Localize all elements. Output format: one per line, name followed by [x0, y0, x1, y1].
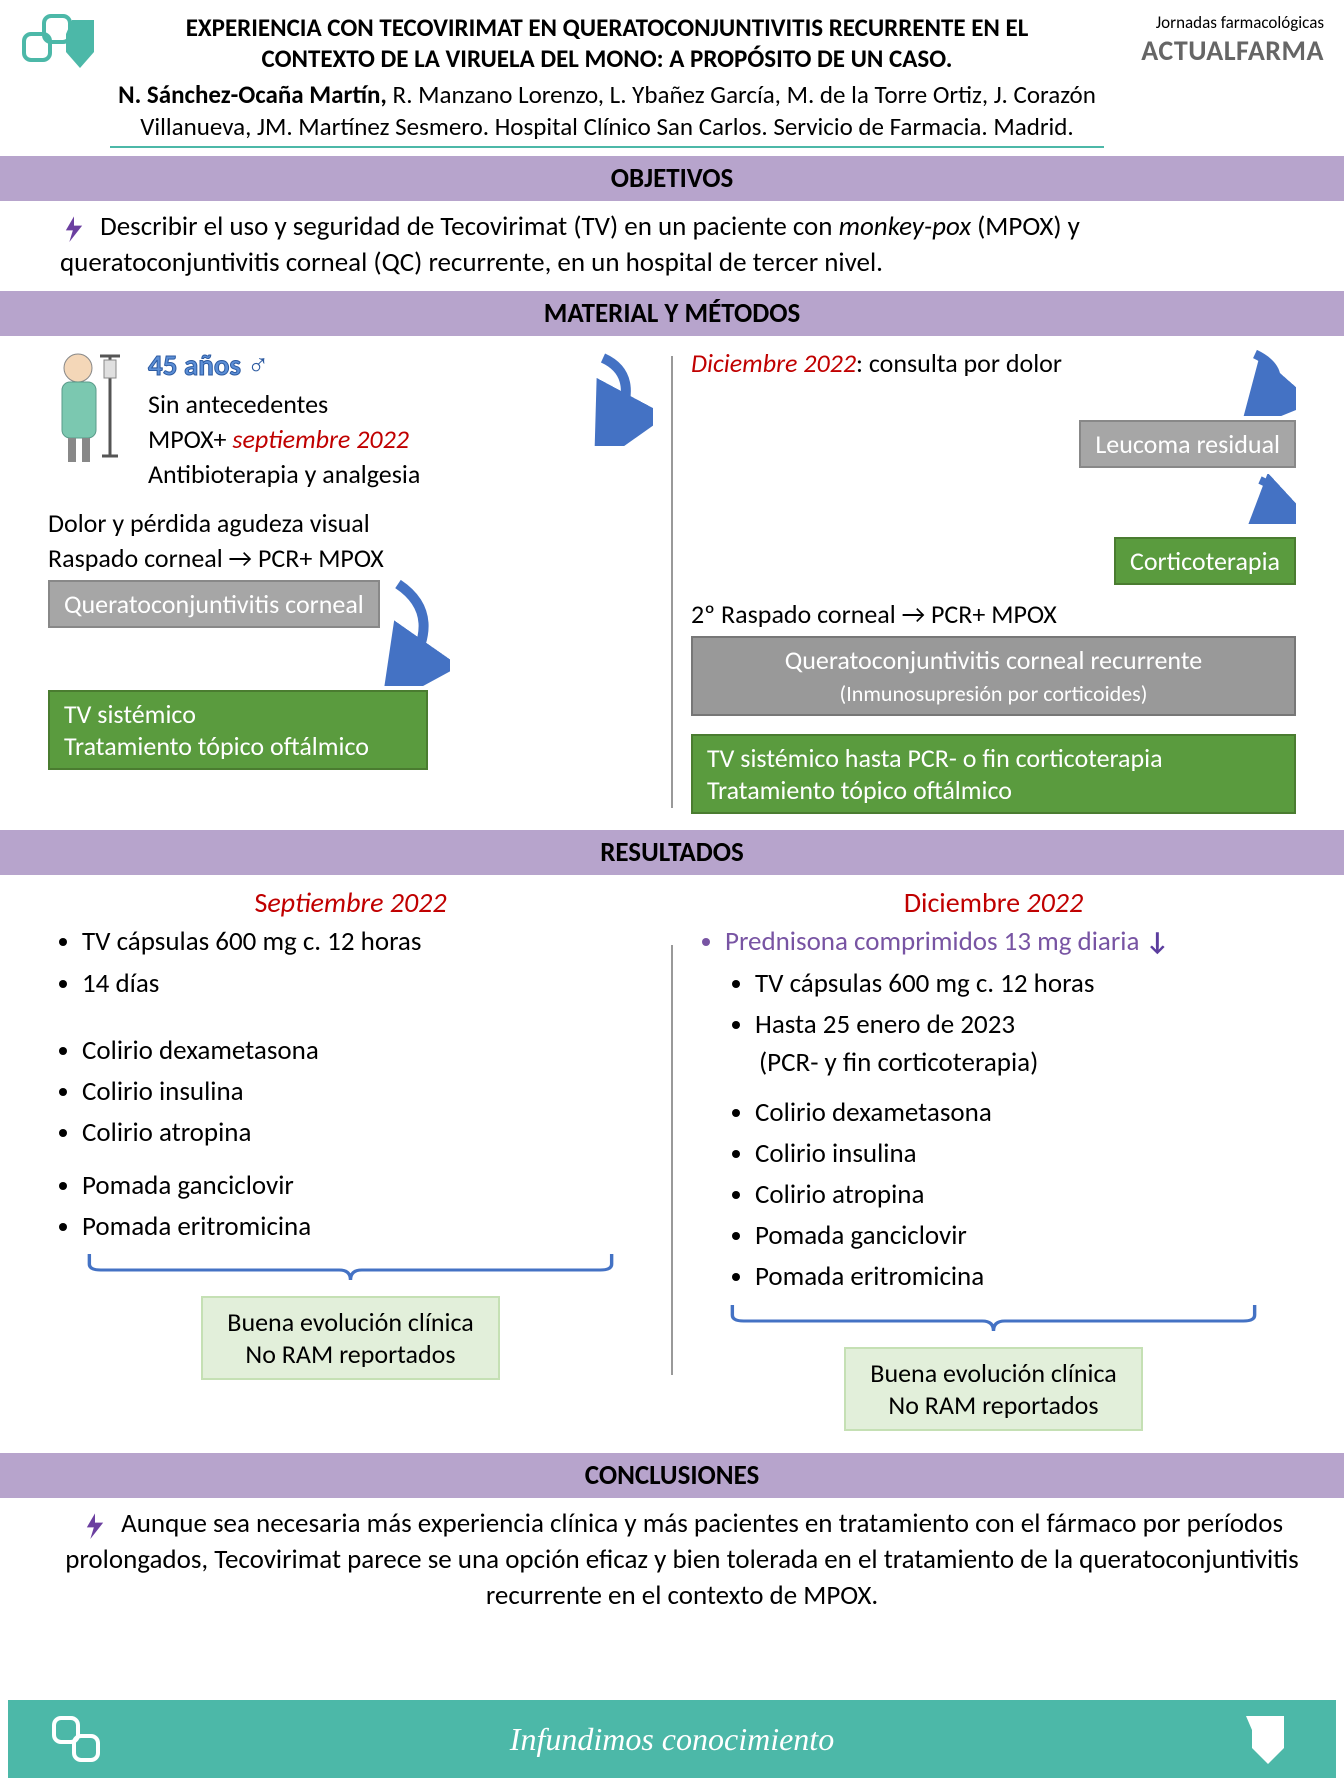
list-item: Colirio insulina	[755, 1134, 1296, 1173]
rl-out1: Buena evolución clínica	[227, 1306, 473, 1338]
footer-logo-left-icon	[48, 1712, 118, 1767]
bolt-icon	[81, 1511, 109, 1539]
section-material: MATERIAL Y MÉTODOS	[0, 291, 1344, 336]
list-item: Colirio dexametasona	[82, 1031, 653, 1070]
mr-box1: Leucoma residual	[1079, 420, 1296, 468]
male-icon: ♂	[247, 347, 270, 384]
rl-group3: Pomada ganciclovir Pomada eritromicina	[48, 1166, 653, 1246]
resultados-right: Diciembre 2022 Prednisona comprimidos 13…	[673, 885, 1314, 1434]
patient-age: 45 años	[148, 347, 241, 383]
ml-l4: Dolor y pérdida agudeza visual	[48, 507, 370, 539]
logo-icon	[20, 12, 100, 72]
ml-l5: Raspado corneal → PCR+ MPOX	[48, 542, 384, 574]
section-conclusiones: CONCLUSIONES	[0, 1453, 1344, 1498]
patient-icon	[48, 346, 138, 466]
list-item: Pomada ganciclovir	[755, 1216, 1296, 1255]
footer-logo-right-icon	[1226, 1712, 1296, 1767]
ml-l1: Sin antecedentes	[148, 388, 328, 420]
mr-box4b: Tratamiento tópico oftálmico	[707, 774, 1012, 806]
arrow-icon	[583, 346, 653, 436]
rl-out2: No RAM reportados	[245, 1338, 455, 1370]
ml-box2: TV sistémico Tratamiento tópico oftálmic…	[48, 690, 428, 770]
arrow-icon	[1246, 474, 1296, 531]
section-objetivos: OBJETIVOS	[0, 156, 1344, 201]
rr-out1: Buena evolución clínica	[870, 1357, 1116, 1389]
mr-box3b: (Inmunosupresión por corticoides)	[840, 680, 1148, 707]
list-item: Prednisona comprimidos 13 mg diaria ↓	[725, 922, 1296, 961]
rl-h-a: S	[254, 885, 267, 920]
brand-small: Jornadas farmacológicas	[1104, 12, 1324, 33]
mr-l1b: : consulta por dolor	[856, 347, 1062, 379]
bolt-icon	[60, 214, 88, 242]
title-line2: CONTEXTO DE LA VIRUELA DEL MONO: A PROPÓ…	[110, 43, 1104, 74]
conclusiones-content: Aunque sea necesaria más experiencia clí…	[0, 1498, 1344, 1623]
ml-l2a: MPOX+	[148, 423, 232, 455]
rr-pred-text: Prednisona comprimidos 13 mg diaria	[725, 925, 1139, 958]
author-lead: N. Sánchez-Ocaña Martín,	[118, 79, 387, 110]
ml-box1: Queratoconjuntivitis corneal	[48, 580, 380, 628]
list-item: Pomada ganciclovir	[82, 1166, 653, 1205]
list-item: Hasta 25 enero de 2023	[755, 1005, 1296, 1044]
obj-text-a: Describir el uso y seguridad de Tecoviri…	[100, 210, 838, 243]
rr-h-a: Diciembre	[904, 885, 1027, 920]
rl-outcome: Buena evolución clínica No RAM reportado…	[201, 1296, 499, 1380]
title-block: EXPERIENCIA CON TECOVIRIMAT EN QUERATOCO…	[110, 12, 1104, 148]
rr-pred: Prednisona comprimidos 13 mg diaria ↓	[691, 922, 1296, 961]
ml-l2b: septiembre 2022	[232, 423, 409, 455]
list-item: Colirio atropina	[82, 1113, 653, 1152]
footer-text: Infundimos conocimiento	[510, 1721, 834, 1758]
rr-h-b: 2022	[1026, 885, 1083, 920]
objetivos-content: Describir el uso y seguridad de Tecoviri…	[0, 201, 1344, 290]
mr-box4a: TV sistémico hasta PCR- o fin corticoter…	[707, 742, 1163, 774]
list-item: TV cápsulas 600 mg c. 12 horas	[82, 922, 653, 961]
resultados-left: Septiembre 2022 TV cápsulas 600 mg c. 12…	[30, 885, 671, 1434]
list-item: Pomada eritromicina	[755, 1257, 1296, 1296]
down-arrow-icon: ↓	[1146, 925, 1170, 957]
rr-outcome: Buena evolución clínica No RAM reportado…	[844, 1347, 1142, 1431]
material-content: 45 años ♂ Sin antecedentes MPOX+ septiem…	[0, 336, 1344, 828]
resultados-content: Septiembre 2022 TV cápsulas 600 mg c. 12…	[0, 875, 1344, 1444]
brace-icon	[721, 1301, 1266, 1335]
arrow-icon	[380, 576, 450, 686]
ml-box2a: TV sistémico	[64, 698, 196, 730]
rr-group2: Colirio dexametasona Colirio insulina Co…	[721, 1093, 1296, 1297]
title-line1: EXPERIENCIA CON TECOVIRIMAT EN QUERATOCO…	[110, 12, 1104, 43]
arrow-icon	[1241, 346, 1296, 416]
material-right: Diciembre 2022: consulta por dolor Leuco…	[673, 346, 1314, 818]
mr-box4: TV sistémico hasta PCR- o fin corticoter…	[691, 734, 1296, 814]
mr-l1a: Diciembre 2022	[691, 347, 856, 379]
conc-text: Aunque sea necesaria más experiencia clí…	[65, 1507, 1299, 1613]
list-item: Colirio dexametasona	[755, 1093, 1296, 1132]
rl-h-b: eptiembre 2022	[267, 885, 446, 920]
mr-box2: Corticoterapia	[1114, 537, 1296, 585]
mr-box3: Queratoconjuntivitis corneal recurrente …	[691, 636, 1296, 716]
material-left: 45 años ♂ Sin antecedentes MPOX+ septiem…	[30, 346, 671, 818]
section-resultados: RESULTADOS	[0, 830, 1344, 875]
list-item: TV cápsulas 600 mg c. 12 horas	[755, 964, 1296, 1003]
ml-l3: Antibioterapia y analgesia	[148, 458, 420, 490]
rr-group1: TV cápsulas 600 mg c. 12 horas Hasta 25 …	[721, 964, 1296, 1044]
brace-icon	[78, 1250, 623, 1284]
rr-g1-paren: (PCR- y fin corticoterapia)	[759, 1046, 1296, 1079]
list-item: Colirio atropina	[755, 1175, 1296, 1214]
brand: Jornadas farmacológicas ACTUALFARMA	[1104, 12, 1324, 68]
mr-box3a: Queratoconjuntivitis corneal recurrente	[785, 644, 1202, 676]
rr-out2: No RAM reportados	[888, 1389, 1098, 1421]
list-item: Pomada eritromicina	[82, 1207, 653, 1246]
list-item: 14 días	[82, 964, 653, 1003]
authors: N. Sánchez-Ocaña Martín, R. Manzano Lore…	[110, 79, 1104, 148]
obj-text-it: monkey-pox	[839, 210, 971, 243]
footer: Infundimos conocimiento	[8, 1700, 1336, 1778]
poster-header: EXPERIENCIA CON TECOVIRIMAT EN QUERATOCO…	[0, 0, 1344, 148]
mr-l2: 2º Raspado corneal → PCR+ MPOX	[691, 598, 1057, 630]
brand-big: ACTUALFARMA	[1104, 33, 1324, 68]
rl-group1: TV cápsulas 600 mg c. 12 horas 14 días	[48, 922, 653, 1002]
rl-group2: Colirio dexametasona Colirio insulina Co…	[48, 1031, 653, 1152]
ml-box2b: Tratamiento tópico oftálmico	[64, 730, 369, 762]
list-item: Colirio insulina	[82, 1072, 653, 1111]
